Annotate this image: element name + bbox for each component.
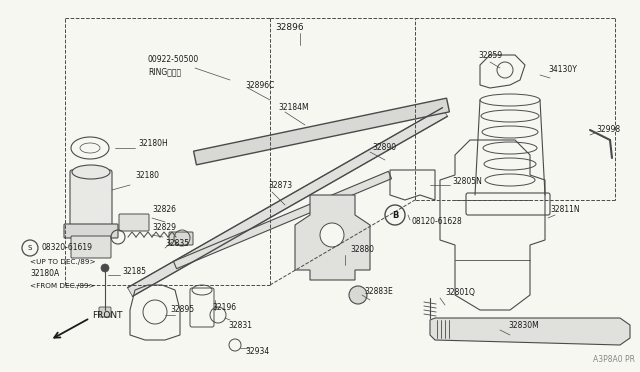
FancyBboxPatch shape — [169, 232, 193, 245]
FancyBboxPatch shape — [70, 170, 112, 229]
Text: A3P8A0 PR: A3P8A0 PR — [593, 355, 635, 364]
Ellipse shape — [72, 165, 110, 179]
Polygon shape — [173, 171, 392, 269]
Text: 32859: 32859 — [478, 51, 502, 60]
Text: 32890: 32890 — [372, 144, 396, 153]
Text: 34130Y: 34130Y — [548, 65, 577, 74]
Text: 32180: 32180 — [135, 170, 159, 180]
Polygon shape — [295, 195, 370, 280]
Text: 32883E: 32883E — [364, 288, 393, 296]
Circle shape — [349, 286, 367, 304]
Text: 32805N: 32805N — [452, 177, 482, 186]
Text: 32811N: 32811N — [550, 205, 580, 215]
Text: 32934: 32934 — [245, 347, 269, 356]
Text: 32801Q: 32801Q — [445, 288, 475, 296]
Polygon shape — [430, 318, 630, 345]
Text: 32830M: 32830M — [508, 321, 539, 330]
Text: 32998: 32998 — [596, 125, 620, 135]
Polygon shape — [193, 98, 449, 165]
Text: 32180A: 32180A — [30, 269, 60, 279]
FancyBboxPatch shape — [64, 224, 118, 238]
Text: 32896: 32896 — [276, 23, 304, 32]
Text: 00922-50500: 00922-50500 — [148, 55, 199, 64]
Text: 32180H: 32180H — [138, 138, 168, 148]
Text: 32185: 32185 — [122, 267, 146, 276]
Text: 32831: 32831 — [228, 321, 252, 330]
Text: B: B — [392, 211, 398, 219]
Circle shape — [320, 223, 344, 247]
Text: 32835: 32835 — [165, 240, 189, 248]
Circle shape — [101, 264, 109, 272]
Text: 08120-61628: 08120-61628 — [412, 218, 463, 227]
FancyBboxPatch shape — [71, 236, 111, 258]
FancyBboxPatch shape — [99, 307, 111, 317]
Text: FRONT: FRONT — [92, 311, 122, 320]
Text: 32184M: 32184M — [278, 103, 308, 112]
Text: 32196: 32196 — [212, 304, 236, 312]
Polygon shape — [127, 108, 447, 296]
Text: 32826: 32826 — [152, 205, 176, 215]
Text: 32829: 32829 — [152, 224, 176, 232]
Text: S: S — [28, 245, 32, 251]
Text: 32873: 32873 — [268, 180, 292, 189]
Text: 32895: 32895 — [170, 305, 194, 314]
Text: RINGリング: RINGリング — [148, 67, 181, 77]
Text: 32880: 32880 — [350, 246, 374, 254]
FancyBboxPatch shape — [119, 214, 149, 231]
Text: <FROM DEC./89>: <FROM DEC./89> — [30, 283, 95, 289]
Text: <UP TO DEC./89>: <UP TO DEC./89> — [30, 259, 95, 265]
Text: 08320-61619: 08320-61619 — [42, 244, 93, 253]
Text: 32896C: 32896C — [245, 81, 275, 90]
